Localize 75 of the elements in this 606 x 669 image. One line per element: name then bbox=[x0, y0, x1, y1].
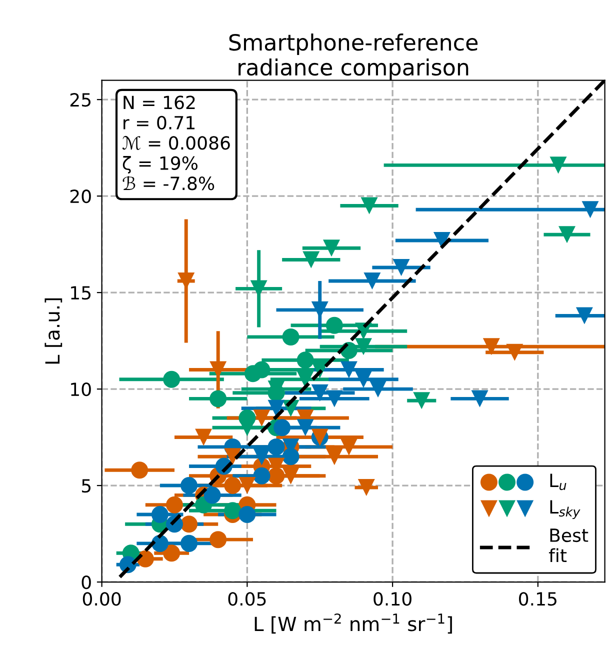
y-tick-label: 15 bbox=[71, 286, 91, 300]
point bbox=[253, 409, 270, 426]
point bbox=[131, 462, 148, 479]
point bbox=[204, 486, 221, 504]
point bbox=[282, 328, 300, 346]
point bbox=[354, 338, 372, 356]
point bbox=[210, 531, 227, 548]
point bbox=[163, 370, 180, 388]
point bbox=[370, 380, 387, 398]
x-tick-label: 0.15 bbox=[519, 592, 556, 606]
annotation: ζ = 19% bbox=[122, 156, 198, 174]
point bbox=[550, 156, 567, 174]
point bbox=[506, 344, 524, 361]
y-tick-label: 20 bbox=[70, 190, 91, 204]
point bbox=[210, 390, 227, 408]
point bbox=[413, 392, 430, 410]
point bbox=[360, 197, 378, 214]
point bbox=[238, 506, 256, 523]
point bbox=[151, 506, 168, 523]
point bbox=[274, 419, 291, 436]
point bbox=[163, 544, 180, 562]
point bbox=[296, 352, 314, 369]
point bbox=[195, 428, 212, 446]
y-tick-label: 0 bbox=[82, 575, 91, 590]
y-tick-label: 10 bbox=[71, 382, 91, 396]
point bbox=[311, 384, 328, 402]
x-tick-label: 0.00 bbox=[82, 592, 121, 606]
point bbox=[340, 361, 358, 378]
y-tick-label: 25 bbox=[70, 93, 91, 107]
point bbox=[482, 338, 500, 356]
y-tick-label: 5 bbox=[82, 479, 91, 493]
point bbox=[224, 502, 242, 520]
point bbox=[224, 477, 242, 494]
legend-label: L$_{u}$ bbox=[550, 474, 566, 490]
point bbox=[358, 478, 375, 496]
chart-title: Smartphone-reference radiance comparison bbox=[229, 34, 478, 80]
x-tick-label: 0.05 bbox=[228, 592, 266, 606]
annotation: r = 0.71 bbox=[124, 116, 194, 130]
point bbox=[253, 467, 270, 484]
annotation: ℬ = -7.8% bbox=[122, 176, 214, 190]
y-axis-title: L [a.u.] bbox=[44, 298, 62, 364]
point bbox=[302, 251, 320, 268]
point bbox=[576, 307, 593, 324]
point bbox=[296, 419, 314, 436]
point bbox=[253, 448, 270, 466]
point bbox=[238, 419, 256, 436]
point bbox=[180, 516, 198, 533]
legend-label: Best fit bbox=[548, 528, 588, 562]
point bbox=[364, 272, 381, 290]
point bbox=[582, 201, 599, 218]
point bbox=[244, 365, 262, 382]
point bbox=[326, 316, 343, 334]
x-tick-label: 0.10 bbox=[374, 592, 412, 606]
point bbox=[354, 370, 372, 388]
annotation: ℳ = 0.0086 bbox=[122, 136, 230, 150]
point bbox=[238, 477, 256, 494]
point bbox=[326, 390, 343, 408]
x-axis-title: L [W m$^{−2}$ nm$^{−1}$ sr$^{−1}$] bbox=[254, 613, 452, 634]
point bbox=[340, 438, 358, 456]
point bbox=[268, 438, 285, 456]
point bbox=[322, 240, 340, 257]
point bbox=[296, 370, 314, 388]
point bbox=[268, 400, 285, 417]
point bbox=[326, 448, 343, 466]
point bbox=[471, 390, 488, 408]
legend-label: L$_{sky}$ bbox=[550, 500, 580, 520]
annotation: N = 162 bbox=[124, 96, 195, 110]
point bbox=[224, 448, 242, 466]
point bbox=[166, 496, 183, 514]
point bbox=[433, 232, 450, 249]
point bbox=[392, 258, 410, 276]
point bbox=[282, 467, 300, 484]
point bbox=[558, 226, 576, 244]
point bbox=[180, 534, 198, 552]
point bbox=[180, 477, 198, 494]
